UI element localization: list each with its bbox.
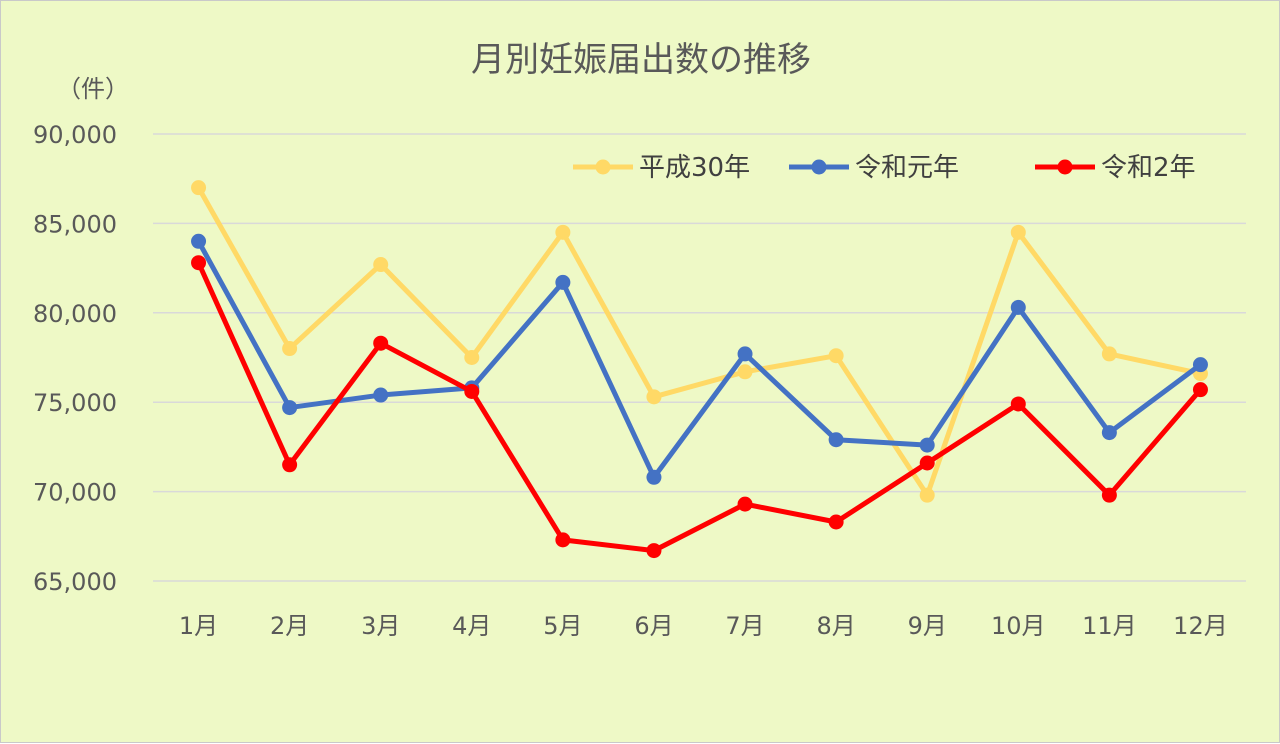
- x-tick-label: 11月: [1082, 612, 1137, 640]
- data-point: [282, 341, 298, 357]
- legend-item: 令和2年: [1035, 153, 1196, 183]
- x-tick-label: 4月: [452, 612, 491, 640]
- legend-marker: [595, 159, 611, 175]
- data-point: [373, 387, 389, 403]
- y-tick-label: 85,000: [33, 210, 117, 238]
- data-point: [919, 487, 935, 503]
- y-tick-label: 75,000: [33, 389, 117, 417]
- series-lines: [191, 180, 1208, 559]
- data-point: [1192, 382, 1208, 398]
- x-tick-label: 6月: [634, 612, 673, 640]
- data-point: [282, 400, 298, 416]
- series-平成30年: [191, 180, 1208, 503]
- y-tick-label: 90,000: [33, 121, 117, 149]
- data-point: [828, 432, 844, 448]
- data-point: [373, 257, 389, 273]
- legend-item: 平成30年: [573, 153, 750, 183]
- data-point: [646, 469, 662, 485]
- data-point: [373, 335, 389, 351]
- x-axis-tick-labels: 1月 2月 3月 4月 5月 6月 7月 8月 9月 10月 11月 12月: [179, 612, 1228, 640]
- data-point: [1010, 224, 1026, 240]
- y-tick-label: 65,000: [33, 568, 117, 596]
- data-point: [555, 532, 571, 548]
- data-point: [919, 455, 935, 471]
- data-point: [555, 274, 571, 290]
- data-point: [191, 180, 207, 196]
- data-point: [646, 389, 662, 405]
- data-point: [1192, 357, 1208, 373]
- x-tick-label: 9月: [908, 612, 947, 640]
- series-令和元年: [191, 233, 1208, 485]
- x-tick-label: 2月: [270, 612, 309, 640]
- series-line: [196, 186, 1201, 498]
- x-tick-label: 1月: [179, 612, 218, 640]
- y-tick-label: 80,000: [33, 300, 117, 328]
- legend-marker: [1057, 159, 1073, 175]
- y-axis-tick-labels: 65,000 70,000 75,000 80,000 85,000 90,000: [33, 121, 117, 596]
- data-point: [1010, 396, 1026, 412]
- series-line: [196, 261, 1203, 554]
- data-point: [191, 255, 207, 271]
- x-tick-label: 3月: [361, 612, 400, 640]
- series-令和2年: [191, 255, 1208, 559]
- legend-item: 令和元年: [789, 153, 959, 183]
- data-point: [191, 233, 207, 249]
- data-point: [919, 437, 935, 453]
- data-point: [555, 224, 571, 240]
- y-tick-label: 70,000: [33, 479, 117, 507]
- legend-label: 平成30年: [639, 153, 750, 183]
- x-tick-label: 10月: [991, 612, 1046, 640]
- data-point: [282, 457, 298, 473]
- series-line: [196, 240, 1202, 480]
- x-tick-label: 8月: [816, 612, 855, 640]
- data-point: [1101, 346, 1117, 362]
- data-point: [828, 348, 844, 364]
- x-tick-label: 5月: [543, 612, 582, 640]
- x-tick-label: 7月: [725, 612, 764, 640]
- data-point: [737, 496, 753, 512]
- data-point: [646, 543, 662, 559]
- legend: 平成30年 令和元年 令和2年: [573, 153, 1196, 183]
- y-axis-unit-label: （件）: [57, 75, 129, 103]
- data-point: [1101, 487, 1117, 503]
- data-point: [737, 364, 753, 380]
- gridlines: [153, 133, 1246, 582]
- chart-title: 月別妊娠届出数の推移: [471, 40, 811, 80]
- data-point: [828, 514, 844, 530]
- data-point: [1010, 299, 1026, 315]
- data-point: [1101, 425, 1117, 441]
- legend-label: 令和2年: [1101, 153, 1196, 183]
- x-tick-label: 12月: [1173, 612, 1228, 640]
- legend-label: 令和元年: [855, 153, 959, 183]
- data-point: [464, 383, 480, 399]
- data-point: [464, 350, 480, 365]
- data-point: [737, 346, 753, 362]
- legend-marker: [811, 159, 827, 175]
